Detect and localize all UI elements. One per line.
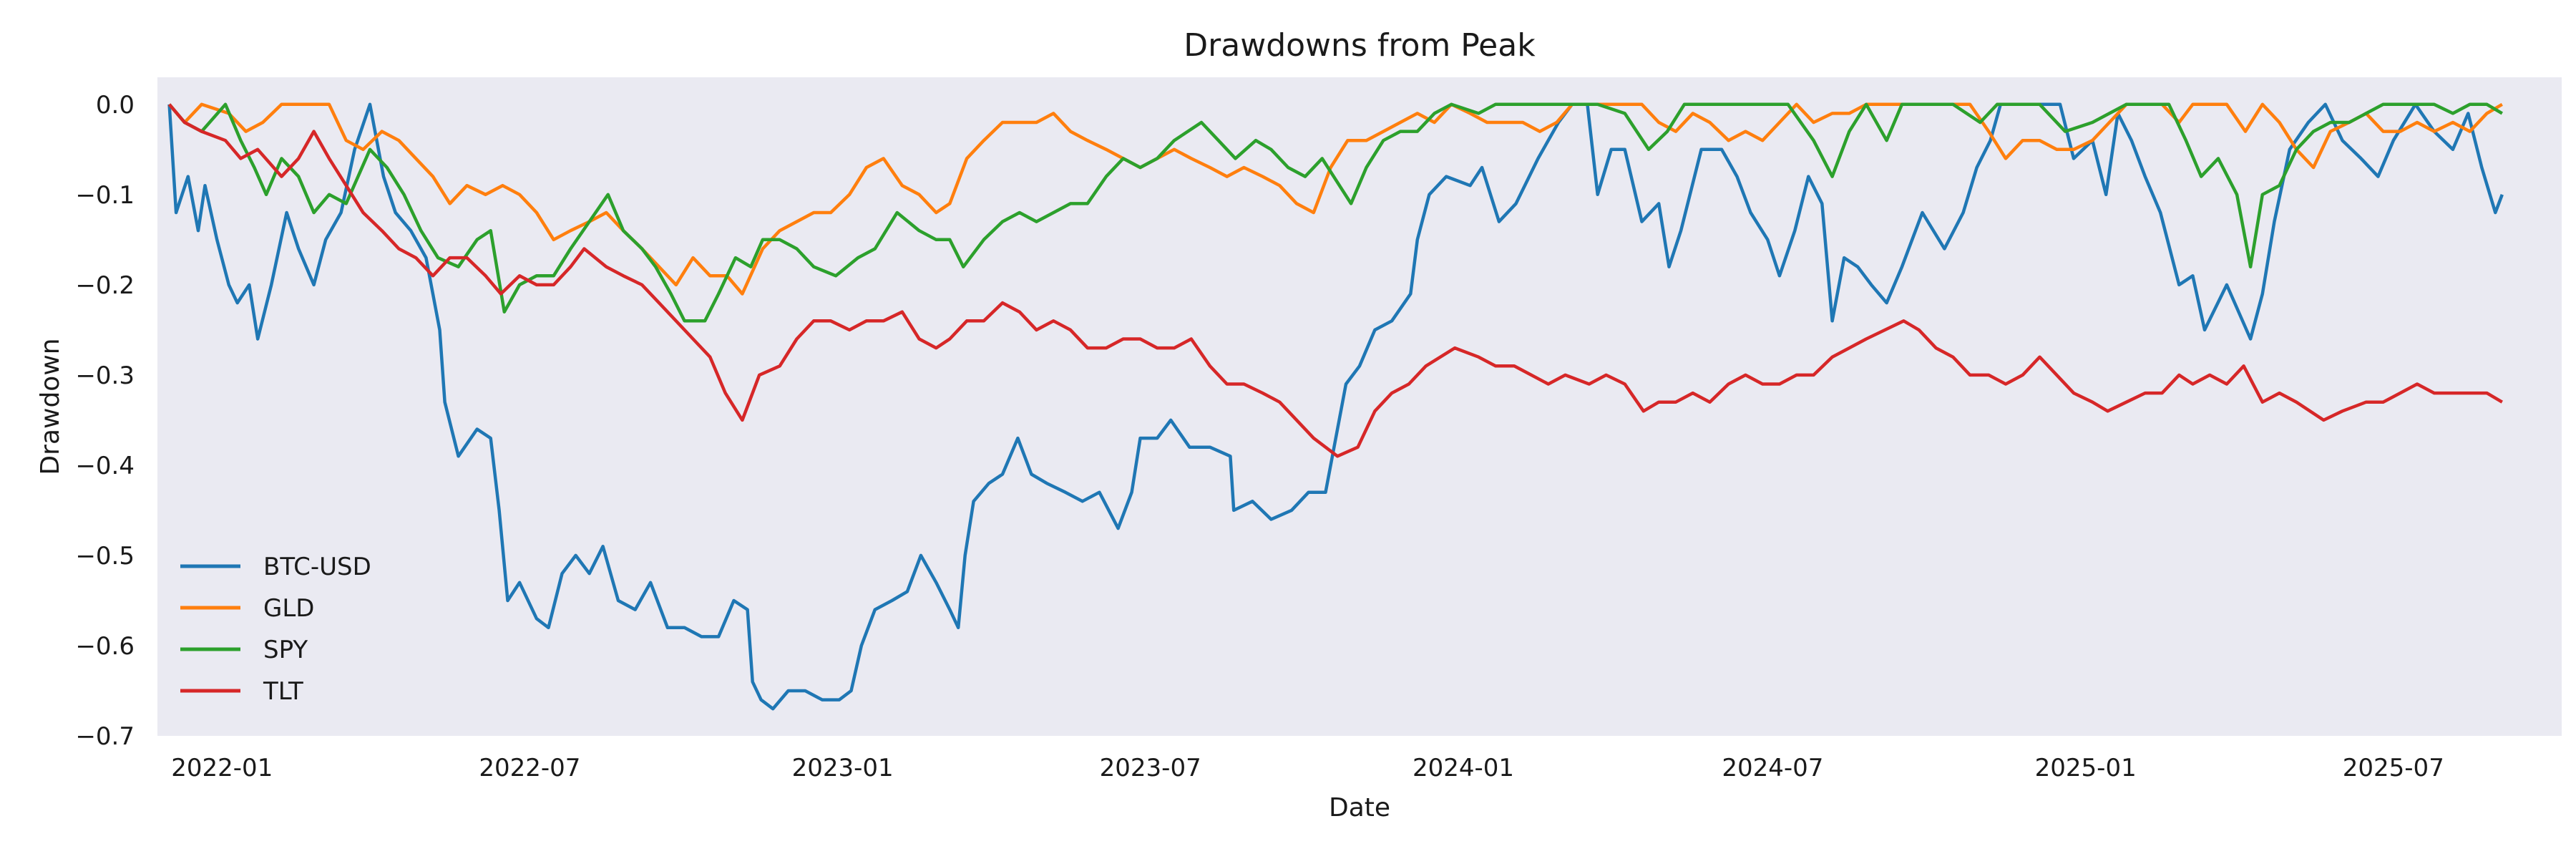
x-tick-label: 2023-07 xyxy=(1100,754,1201,782)
x-tick-label: 2025-07 xyxy=(2343,754,2444,782)
series-line-spy xyxy=(167,102,2503,323)
legend-item-tlt: TLT xyxy=(180,677,303,706)
y-tick-label: −0.7 xyxy=(75,722,135,751)
y-tick-label: −0.2 xyxy=(75,271,135,300)
x-tick-label: 2023-01 xyxy=(792,754,894,782)
legend-item-btc: BTC-USD xyxy=(180,553,371,581)
x-axis: 2022-01 2022-07 2023-01 2023-07 2024-01 2024-… xyxy=(171,754,2444,782)
legend-label-gld: GLD xyxy=(263,594,314,623)
legend-label-spy: SPY xyxy=(263,636,308,664)
legend-item-spy: SPY xyxy=(180,636,308,664)
x-tick-label: 2024-01 xyxy=(1413,754,1514,782)
legend-label-btc: BTC-USD xyxy=(263,553,371,581)
y-tick-label: −0.5 xyxy=(75,542,135,571)
x-tick-label: 2022-07 xyxy=(479,754,580,782)
x-tick-label: 2025-01 xyxy=(2035,754,2137,782)
y-axis: 0.0 −0.1 −0.2 −0.3 −0.4 −0.5 −0.6 −0.7 xyxy=(75,91,135,751)
x-axis-title: Date xyxy=(1329,793,1390,822)
y-axis-title: Drawdown xyxy=(36,338,65,475)
legend: BTC-USD GLD SPY TLT xyxy=(180,553,371,706)
y-tick-label: −0.1 xyxy=(75,181,135,210)
series-line-btc-usd xyxy=(167,102,2504,711)
legend-item-gld: GLD xyxy=(180,594,314,623)
chart-title: Drawdowns from Peak xyxy=(1184,27,1536,64)
x-tick-label: 2022-01 xyxy=(171,754,273,782)
legend-label-tlt: TLT xyxy=(263,677,303,706)
x-tick-label: 2024-07 xyxy=(1722,754,1823,782)
y-tick-label: 0.0 xyxy=(96,91,135,120)
series-line-tlt xyxy=(167,103,2503,458)
series-lines xyxy=(167,102,2504,711)
y-tick-label: −0.6 xyxy=(75,632,135,661)
y-tick-label: −0.3 xyxy=(75,361,135,390)
y-tick-label: −0.4 xyxy=(75,452,135,480)
